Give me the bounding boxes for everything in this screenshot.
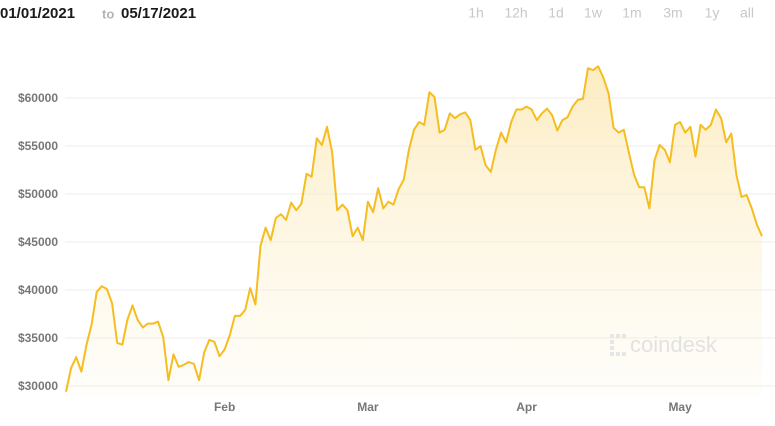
y-tick-label: $60000: [18, 91, 58, 105]
y-tick-label: $35000: [18, 331, 58, 345]
date-separator: to: [102, 6, 114, 21]
watermark-text: coindesk: [630, 332, 718, 357]
range-button[interactable]: 1w: [584, 5, 603, 21]
price-line: [65, 65, 763, 393]
x-tick-label: Mar: [357, 400, 379, 414]
y-tick-label: $45000: [18, 235, 58, 249]
date-to[interactable]: 05/17/2021: [121, 5, 196, 22]
watermark: coindesk: [610, 332, 718, 357]
range-button[interactable]: 3m: [663, 5, 682, 21]
range-button[interactable]: 1y: [705, 5, 720, 21]
watermark-icon: [610, 334, 626, 356]
x-tick-label: May: [668, 400, 692, 414]
range-button[interactable]: all: [740, 5, 754, 21]
x-tick-label: Apr: [516, 400, 537, 414]
y-tick-label: $55000: [18, 139, 58, 153]
range-button[interactable]: 1m: [622, 5, 641, 21]
range-button[interactable]: 12h: [504, 5, 527, 21]
range-button[interactable]: 1d: [548, 5, 564, 21]
x-tick-label: Feb: [214, 400, 235, 414]
y-tick-label: $30000: [18, 379, 58, 393]
area-fill: [66, 66, 762, 396]
date-from[interactable]: 01/01/2021: [0, 5, 75, 22]
range-button[interactable]: 1h: [468, 5, 484, 21]
y-tick-label: $50000: [18, 187, 58, 201]
y-tick-label: $40000: [18, 283, 58, 297]
